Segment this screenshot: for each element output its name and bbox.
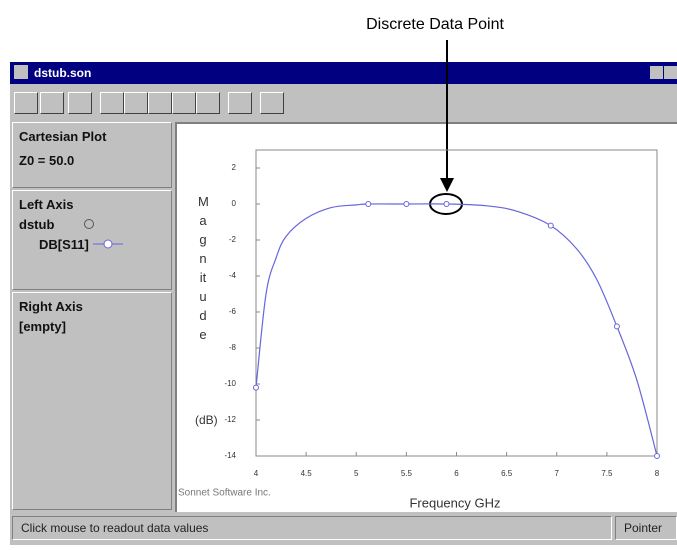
file-toggle[interactable]: [84, 219, 95, 229]
minimize[interactable]: [650, 66, 663, 79]
left-axis-panel: Left Axis dstub DB[S11]: [12, 190, 172, 290]
x-tick-label: 4: [254, 469, 259, 478]
right-axis-heading: Right Axis: [19, 299, 83, 314]
data-line: [255, 203, 658, 457]
left-axis-heading: Left Axis: [19, 197, 74, 212]
y-tick-label: 0: [232, 199, 237, 208]
data-point: [547, 222, 554, 229]
toolbar-button[interactable]: [148, 92, 172, 114]
toolbar-button[interactable]: [260, 92, 284, 114]
y-tick-label: -4: [229, 271, 237, 280]
data-point: [403, 201, 410, 207]
plot-area: [175, 122, 677, 512]
data-point: [654, 453, 660, 459]
toolbar-button[interactable]: [172, 92, 196, 114]
toolbar-button[interactable]: [14, 92, 38, 114]
title-bar: dstub.son: [10, 62, 677, 84]
x-axis-label: Frequency GHz: [409, 495, 500, 510]
y-axis-label: Magnitude: [198, 194, 209, 342]
file-name: dstub: [19, 215, 165, 235]
y-tick-label: -10: [224, 379, 236, 388]
x-tick-label: 5.5: [401, 469, 413, 478]
toolbar-button[interactable]: [68, 92, 92, 114]
toolbar-button[interactable]: [196, 92, 220, 114]
toolbar-button[interactable]: [124, 92, 148, 114]
data-point: [253, 384, 259, 391]
y-tick-label: -12: [224, 415, 236, 424]
z0: Z0 = 50.0: [19, 153, 75, 168]
plot-type: Cartesian Plot: [19, 129, 107, 144]
data-point: [613, 323, 620, 330]
x-tick-label: 6.5: [501, 469, 513, 478]
right-axis-contents: [empty]: [19, 319, 66, 334]
x-tick-label: 7.5: [601, 469, 613, 478]
y-unit: (dB): [195, 413, 218, 427]
arrow-head: [440, 178, 454, 192]
status-message: Click mouse to readout data values: [12, 516, 612, 540]
legend-swatch: [92, 239, 123, 249]
maximize[interactable]: [664, 66, 677, 79]
file-label: dstub: [19, 217, 55, 232]
data-point: [365, 201, 372, 207]
x-tick-label: 5: [354, 469, 359, 478]
x-tick-label: 6: [454, 469, 459, 478]
credit: Sonnet Software Inc.: [178, 488, 271, 499]
right-axis-panel: Right Axis [empty]: [12, 292, 172, 510]
legend-marker: [103, 239, 113, 249]
y-tick-label: -8: [229, 343, 237, 352]
data-point: [443, 201, 450, 207]
y-tick-label: 2: [232, 163, 237, 172]
legend-label: DB[S11]: [39, 237, 89, 252]
x-tick-label: 8: [655, 469, 660, 478]
x-tick-label: 7: [555, 469, 560, 478]
y-tick-label: -2: [229, 235, 237, 244]
toolbar-button[interactable]: [100, 92, 124, 114]
legend-entry: DB[S11]: [19, 235, 165, 255]
y-tick-label: -6: [229, 307, 237, 316]
plot-info-panel: Cartesian Plot Z0 = 50.0: [12, 122, 172, 188]
annotation: Discrete Data Point: [366, 16, 504, 33]
toolbar-button[interactable]: [228, 92, 252, 114]
x-tick-label: 4.5: [301, 469, 313, 478]
y-tick-label: -14: [224, 451, 236, 460]
window-title: dstub.son: [34, 66, 92, 80]
toolbar-button[interactable]: [40, 92, 64, 114]
app-icon: [14, 65, 28, 79]
